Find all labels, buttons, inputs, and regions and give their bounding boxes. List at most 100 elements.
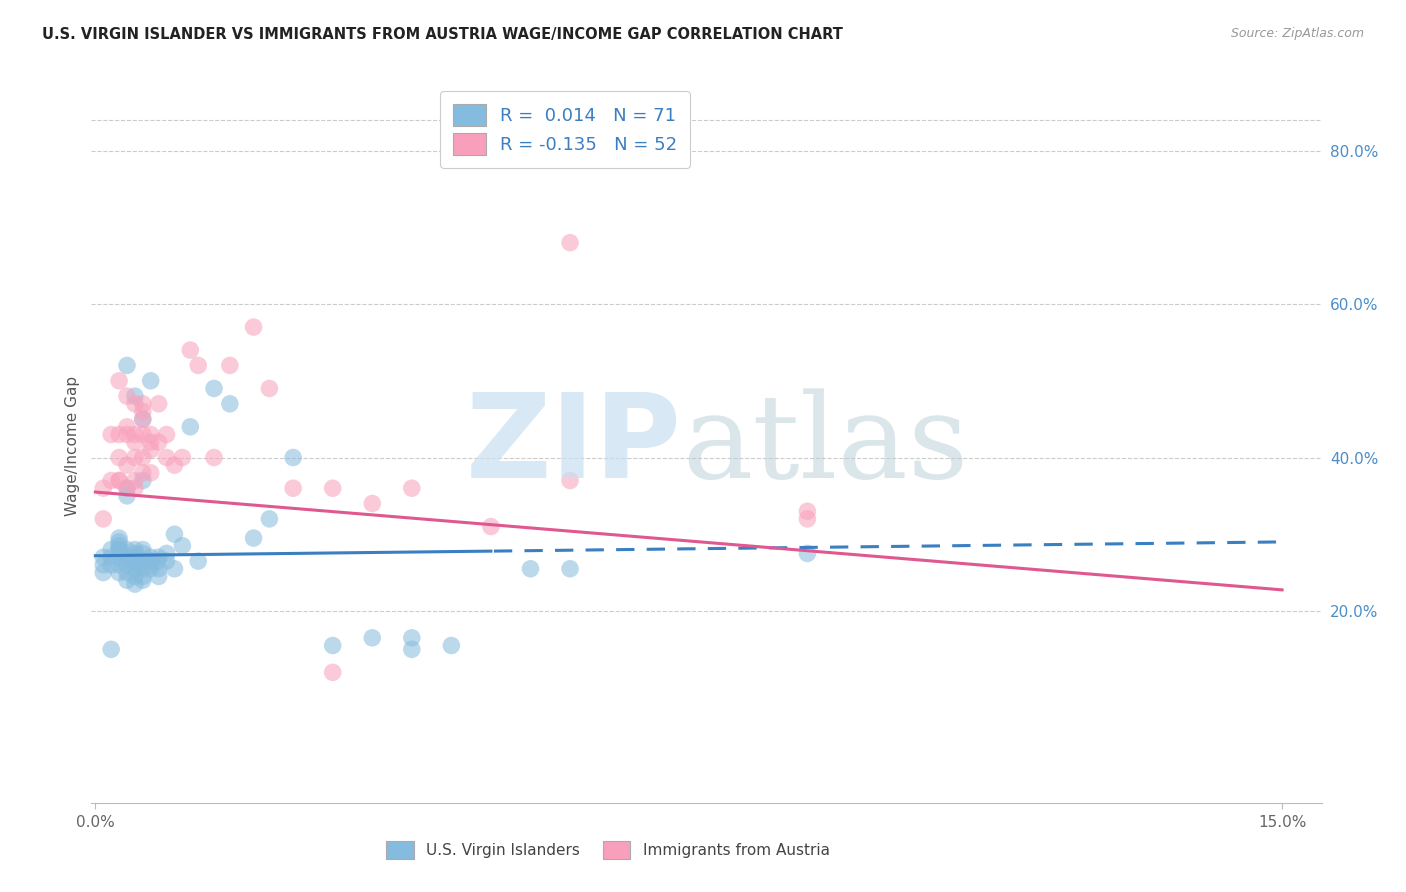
Point [108,539,131,553]
Point [115,550,138,565]
Point [100,542,122,557]
Point [148,397,170,411]
Point [202,450,225,465]
Point [124,569,146,583]
Point [115,427,138,442]
Point [91,558,114,572]
Point [148,554,170,568]
Point [108,542,131,557]
Point [124,474,146,488]
Point [179,419,201,434]
Point [108,474,131,488]
Point [218,397,240,411]
Point [108,558,131,572]
Point [163,458,186,473]
Point [124,550,146,565]
Point [558,235,581,250]
Point [796,512,818,526]
Point [124,577,146,591]
Point [218,359,240,373]
Point [401,631,423,645]
Point [172,539,194,553]
Point [124,450,146,465]
Point [124,427,146,442]
Point [132,546,155,560]
Point [124,546,146,560]
Point [124,397,146,411]
Point [100,550,122,565]
Point [479,519,502,533]
Point [124,554,146,568]
Point [139,554,162,568]
Point [132,542,155,557]
Text: atlas: atlas [682,389,969,503]
Point [108,427,131,442]
Y-axis label: Wage/Income Gap: Wage/Income Gap [65,376,80,516]
Point [132,412,155,426]
Point [115,481,138,495]
Point [108,550,131,565]
Point [440,639,463,653]
Point [139,466,162,480]
Point [139,435,162,450]
Point [108,474,131,488]
Point [100,474,122,488]
Point [115,558,138,572]
Point [115,542,138,557]
Point [202,381,225,395]
Text: U.S. VIRGIN ISLANDER VS IMMIGRANTS FROM AUSTRIA WAGE/INCOME GAP CORRELATION CHAR: U.S. VIRGIN ISLANDER VS IMMIGRANTS FROM … [42,27,844,42]
Point [155,427,177,442]
Point [91,550,114,565]
Point [139,442,162,457]
Point [163,527,186,541]
Point [124,435,146,450]
Point [796,546,818,560]
Point [91,512,114,526]
Point [132,574,155,588]
Point [139,562,162,576]
Point [115,566,138,580]
Point [100,427,122,442]
Point [132,554,155,568]
Point [124,554,146,568]
Point [108,566,131,580]
Point [322,665,344,680]
Point [115,389,138,403]
Point [115,489,138,503]
Point [108,531,131,545]
Point [163,562,186,576]
Point [108,535,131,549]
Point [148,562,170,576]
Point [322,481,344,495]
Point [139,427,162,442]
Point [796,504,818,518]
Point [401,481,423,495]
Text: ZIP: ZIP [465,389,682,503]
Point [242,531,264,545]
Point [91,566,114,580]
Point [187,554,209,568]
Point [132,450,155,465]
Point [100,642,122,657]
Point [139,558,162,572]
Point [124,389,146,403]
Point [115,550,138,565]
Point [558,474,581,488]
Point [281,481,304,495]
Point [132,474,155,488]
Point [155,554,177,568]
Point [155,450,177,465]
Point [124,558,146,572]
Point [132,412,155,426]
Point [108,450,131,465]
Point [108,542,131,557]
Point [172,450,194,465]
Point [132,404,155,418]
Point [148,569,170,583]
Point [139,374,162,388]
Point [148,435,170,450]
Point [155,546,177,560]
Point [259,512,281,526]
Text: Source: ZipAtlas.com: Source: ZipAtlas.com [1230,27,1364,40]
Point [132,562,155,576]
